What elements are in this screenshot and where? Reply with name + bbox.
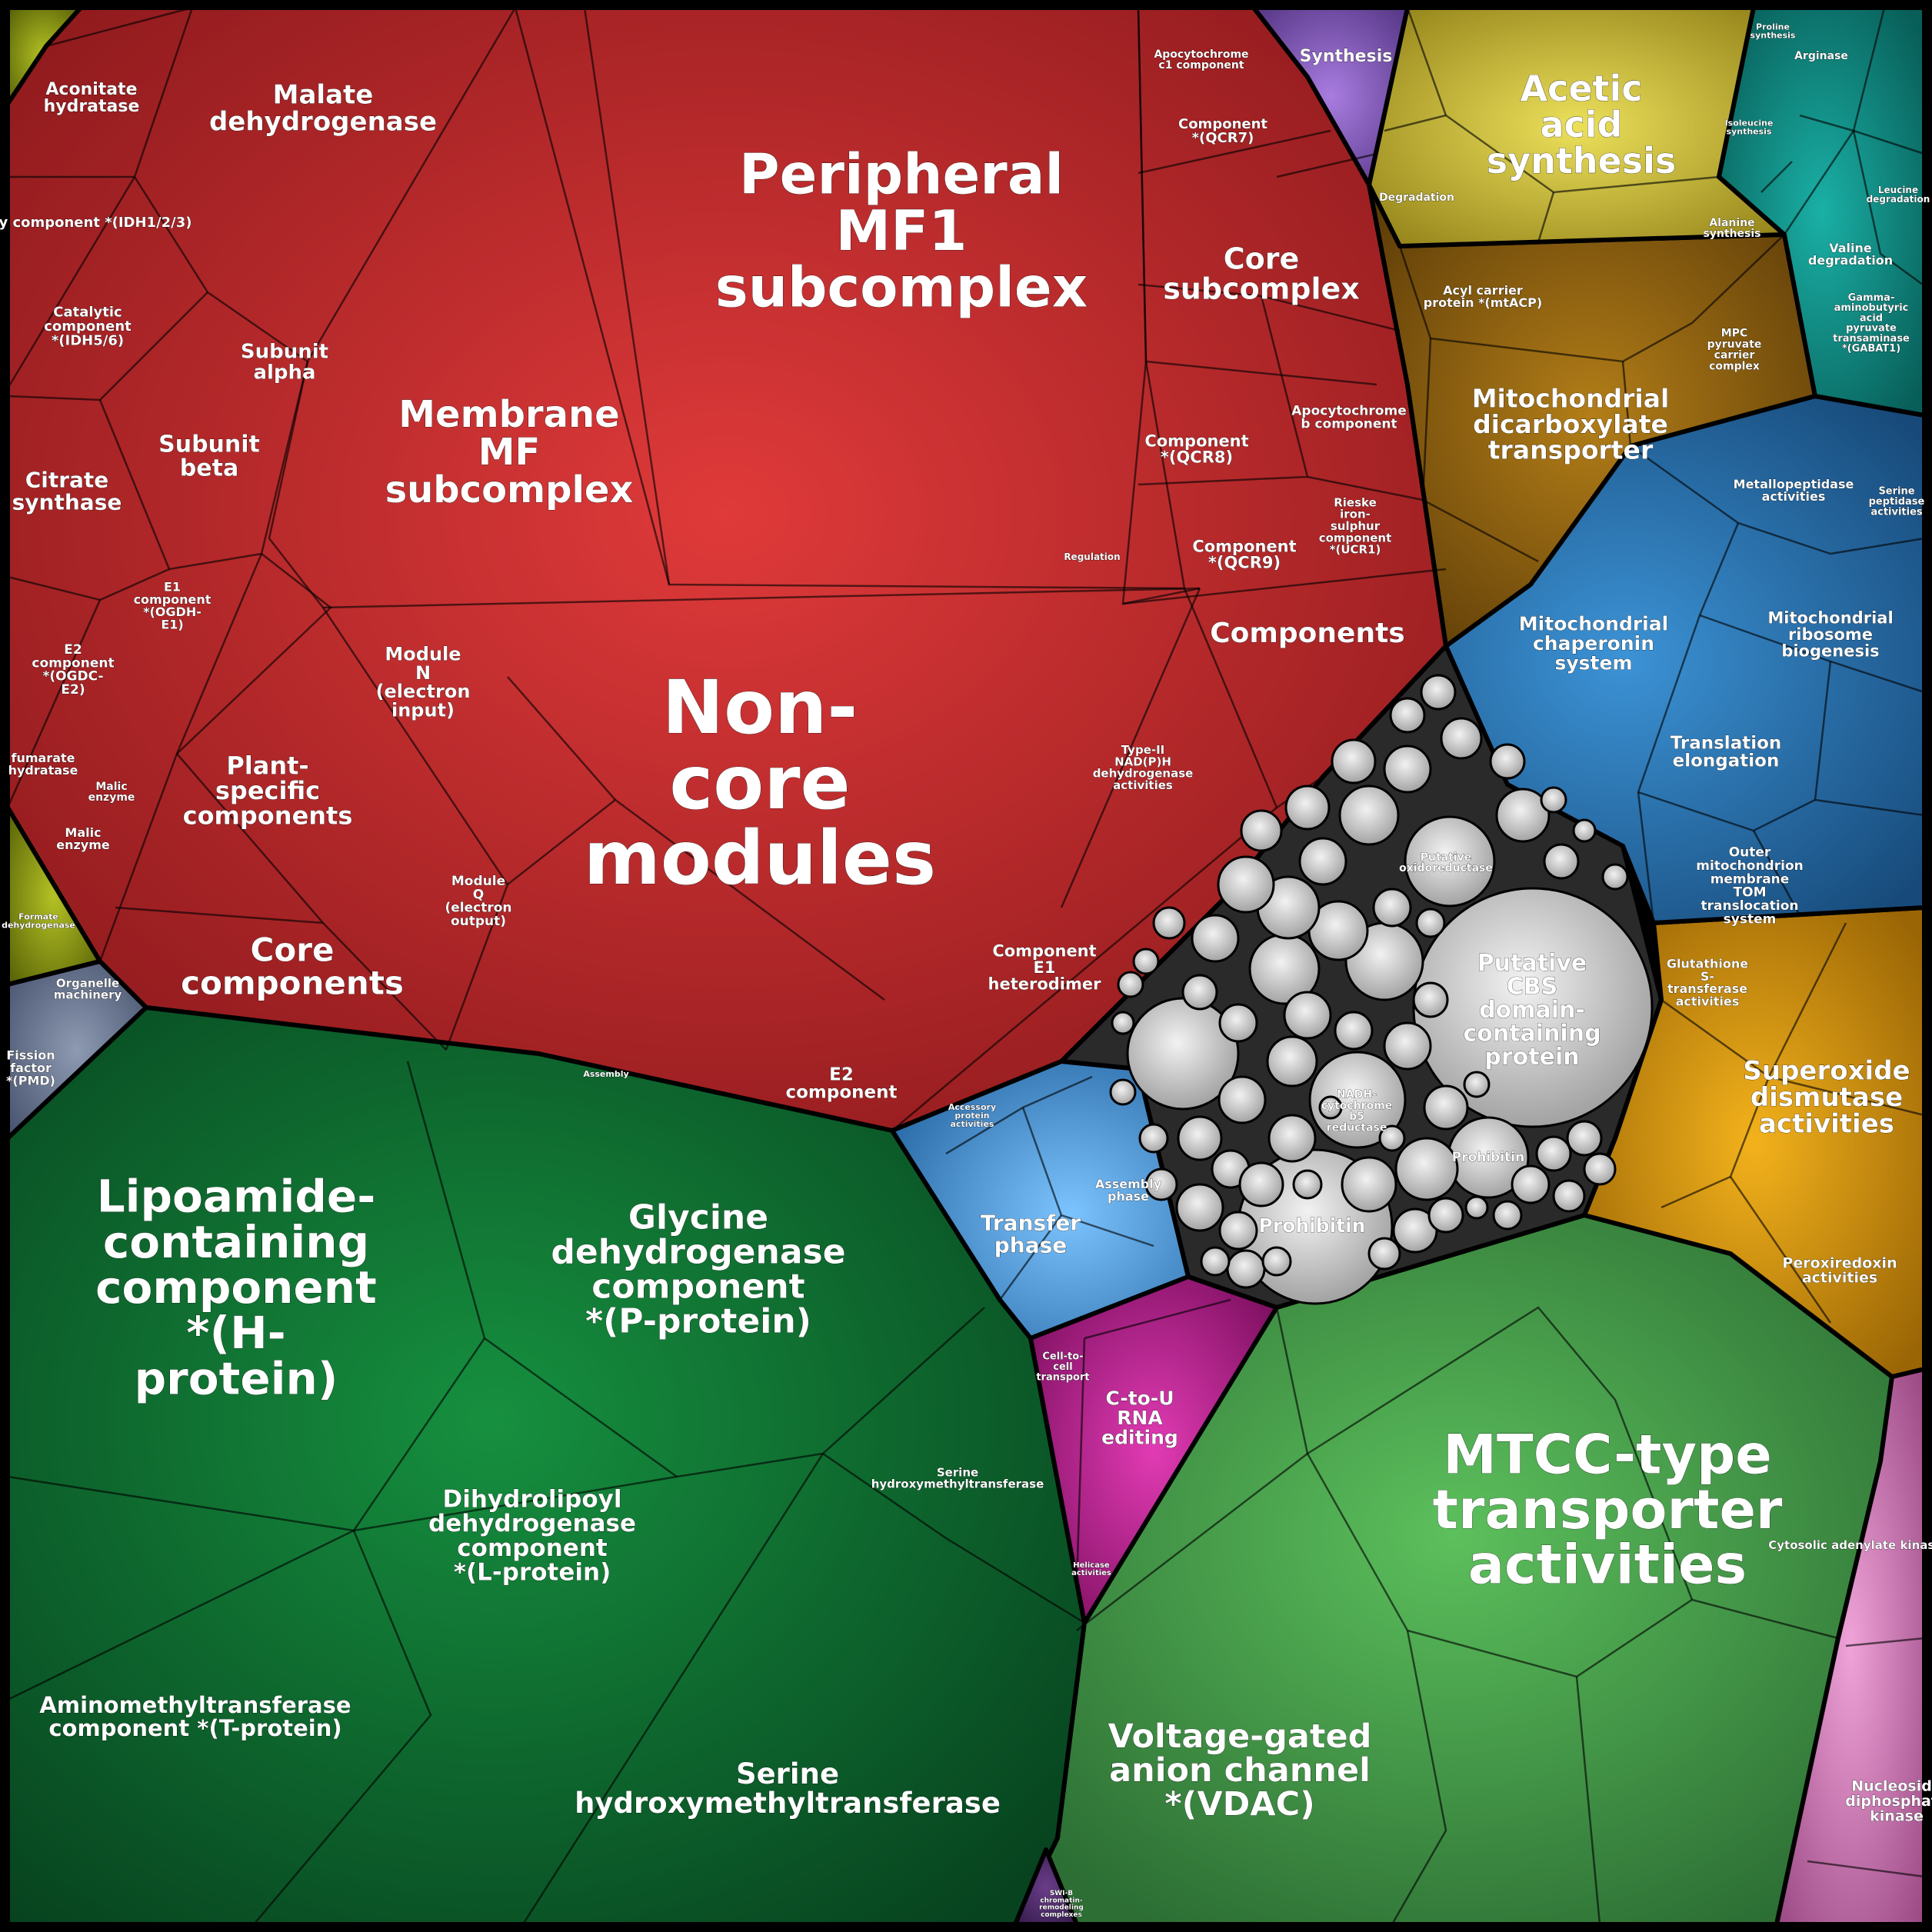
label-mtcc: MTCC-type transporter activities <box>1433 1424 1783 1597</box>
label-glycine: Glycine dehydrogenase component *(P-protein… <box>551 1198 845 1341</box>
label-e2comp-ogdc: E2 component *(OGDC-E2) <box>32 642 114 698</box>
label-amino: Aminomethyltransferase component *(T-prot… <box>39 1692 351 1741</box>
label-serine-pep: Serine peptidase activities <box>1869 485 1925 518</box>
bubble-oxidoreductase <box>1404 815 1496 908</box>
label-glutathione: Glutathione S-transferase activities <box>1667 956 1748 1008</box>
label-e1het: Component E1 heterodimer <box>988 942 1102 994</box>
label-qcr9: Component *(QCR9) <box>1192 537 1296 571</box>
label-formate: Formate dehydrogenase <box>2 911 75 930</box>
label-arginase: Arginase <box>1794 50 1848 62</box>
label-typeII: Type-II NAD(P)H dehydrogenase activities <box>1093 743 1194 792</box>
label-assembly-phase: Assembly phase <box>1095 1176 1162 1203</box>
label-dicarb: Mitochondrial dicarboxylate transporter <box>1472 383 1670 465</box>
label-assembly: Assembly <box>583 1069 628 1079</box>
label-regulatory: Regulatory component *(IDH1/2/3) <box>0 215 192 231</box>
label-gaba: Gamma-aminobutyric acid pyruvate transamina… <box>1833 291 1910 354</box>
label-nucleoside: Nucleosidediphosphatekinase <box>1845 1778 1932 1825</box>
label-serine-big: Serine hydroxymethyltransferase <box>575 1757 1001 1820</box>
label-module-q: Module Q (electron output) <box>445 874 511 929</box>
label-alanine: Alanine synthesis <box>1703 217 1760 240</box>
label-peripheral: Peripheral MF1 subcomplex <box>715 142 1088 320</box>
label-noncore: Non-core modules <box>584 665 936 901</box>
label-valine: Valine degradation <box>1808 240 1893 267</box>
label-subunit-alpha: Subunit alpha <box>241 341 328 385</box>
label-regulation: Regulation <box>1064 551 1120 562</box>
label-subunit-beta: Subunit beta <box>158 431 260 481</box>
label-malate: Malate dehydrogenase <box>209 80 437 138</box>
label-proline: Proline synthesis <box>1750 22 1796 40</box>
bubble-nadh <box>1308 1051 1407 1149</box>
label-superoxide: Superoxide dismutase activities <box>1743 1055 1910 1139</box>
label-dihydro: Dihydrolipoyl dehydrogenase component *(L-p… <box>428 1486 636 1587</box>
label-acyl: Acyl carrier protein *(mtACP) <box>1424 282 1542 309</box>
label-apocyt-c1: Apocytochrome c1 component <box>1154 48 1248 72</box>
cell-boundaries <box>6 6 1925 1925</box>
label-rieske: Rieske iron-sulphur component *(UCR1) <box>1319 495 1392 556</box>
label-metallo: Metallopeptidase activities <box>1734 476 1854 503</box>
label-qcr7: Component *(QCR7) <box>1178 115 1267 145</box>
label-ribosome: Mitochondrial ribosome biogenesis <box>1767 609 1893 661</box>
region-purple <box>1251 5 1410 187</box>
label-peroxiredoxin: Peroxiredoxin activities <box>1782 1254 1897 1286</box>
label-lipoamide: Lipoamide-containing component *(H-protein… <box>95 1171 377 1405</box>
label-transfer: Transfer phase <box>981 1210 1081 1257</box>
label-prohibitin: Prohibitin <box>1259 1214 1366 1237</box>
label-aconitate: Aconitate hydratase <box>44 79 140 115</box>
label-catalytic: Catalytic component *(IDH5/6) <box>44 304 132 348</box>
label-isoleucine: Isoleucine synthesis <box>1725 118 1774 136</box>
label-ctou: C-to-U RNA editing <box>1101 1387 1178 1448</box>
label-fission: Fission factor *(PMD) <box>6 1048 55 1088</box>
label-leucine: Leucine degradation <box>1867 185 1930 205</box>
label-swib: SWI-B chromatin-remodeling complexes <box>1039 1890 1084 1919</box>
label-citrate: Citrate synthase <box>12 467 122 515</box>
label-e1comp: E1 component *(OGDH-E1) <box>134 579 212 631</box>
label-chaperonin: Mitochondrial chaperonin system <box>1519 612 1668 674</box>
label-serine-small: Serine hydroxymethyltransferase <box>871 1465 1044 1491</box>
label-core-sub: Core subcomplex <box>1163 242 1360 306</box>
label-membrane: Membrane MF subcomplex <box>385 393 634 511</box>
label-fumarate: fumarate hydratase <box>8 750 78 777</box>
label-malic2: Malic enzyme <box>56 824 110 851</box>
label-organelle: Organelle machinery <box>54 976 122 1001</box>
label-accessory: Accessory protein activities <box>948 1101 996 1128</box>
label-acetic: Acetic acid synthesis <box>1487 68 1677 182</box>
label-components: Components <box>1210 618 1404 649</box>
label-synthesis: Synthesis <box>1300 47 1393 66</box>
label-apocyt-b: Apocytochrome b component <box>1291 403 1406 431</box>
label-module-n: Module N (electron input) <box>376 643 471 721</box>
label-core-components: Core components <box>181 931 404 1001</box>
label-qcr8: Component *(QCR8) <box>1144 431 1248 466</box>
label-cell-transport: Cell-to-cell transport <box>1036 1351 1089 1383</box>
label-e2comp: E2 component <box>785 1064 897 1102</box>
label-prohibitin2: Prohibitin <box>1452 1150 1525 1165</box>
label-translation: Translation elongation <box>1671 733 1782 771</box>
label-helicase: Helicase activities <box>1071 1561 1111 1577</box>
label-plant: Plant-specific components <box>183 751 353 830</box>
label-vdac: Voltage-gated anion channel *(VDAC) <box>1108 1717 1372 1824</box>
label-nadh-cyt: NADH-cytochrome b5 reductase <box>1321 1089 1393 1134</box>
bubble-cluster <box>1109 674 1654 1305</box>
label-malic1: Malic enzyme <box>88 781 135 804</box>
label-mpc: MPC pyruvate carrier complex <box>1707 328 1762 373</box>
label-adenylate: Cytosolic adenylate kinase *(AMK3/4) <box>1768 1538 1932 1552</box>
label-cbs: Putative CBS domain-containing protein <box>1463 949 1601 1070</box>
label-tom: Outer mitochondrion membrane TOM translocati… <box>1696 845 1803 928</box>
label-oxidoreductase: Putative oxidoreductase <box>1399 851 1493 874</box>
label-degradation: Degradation <box>1379 192 1454 204</box>
bubble-cbs <box>1412 887 1654 1128</box>
region-swib <box>1013 1847 1079 1927</box>
